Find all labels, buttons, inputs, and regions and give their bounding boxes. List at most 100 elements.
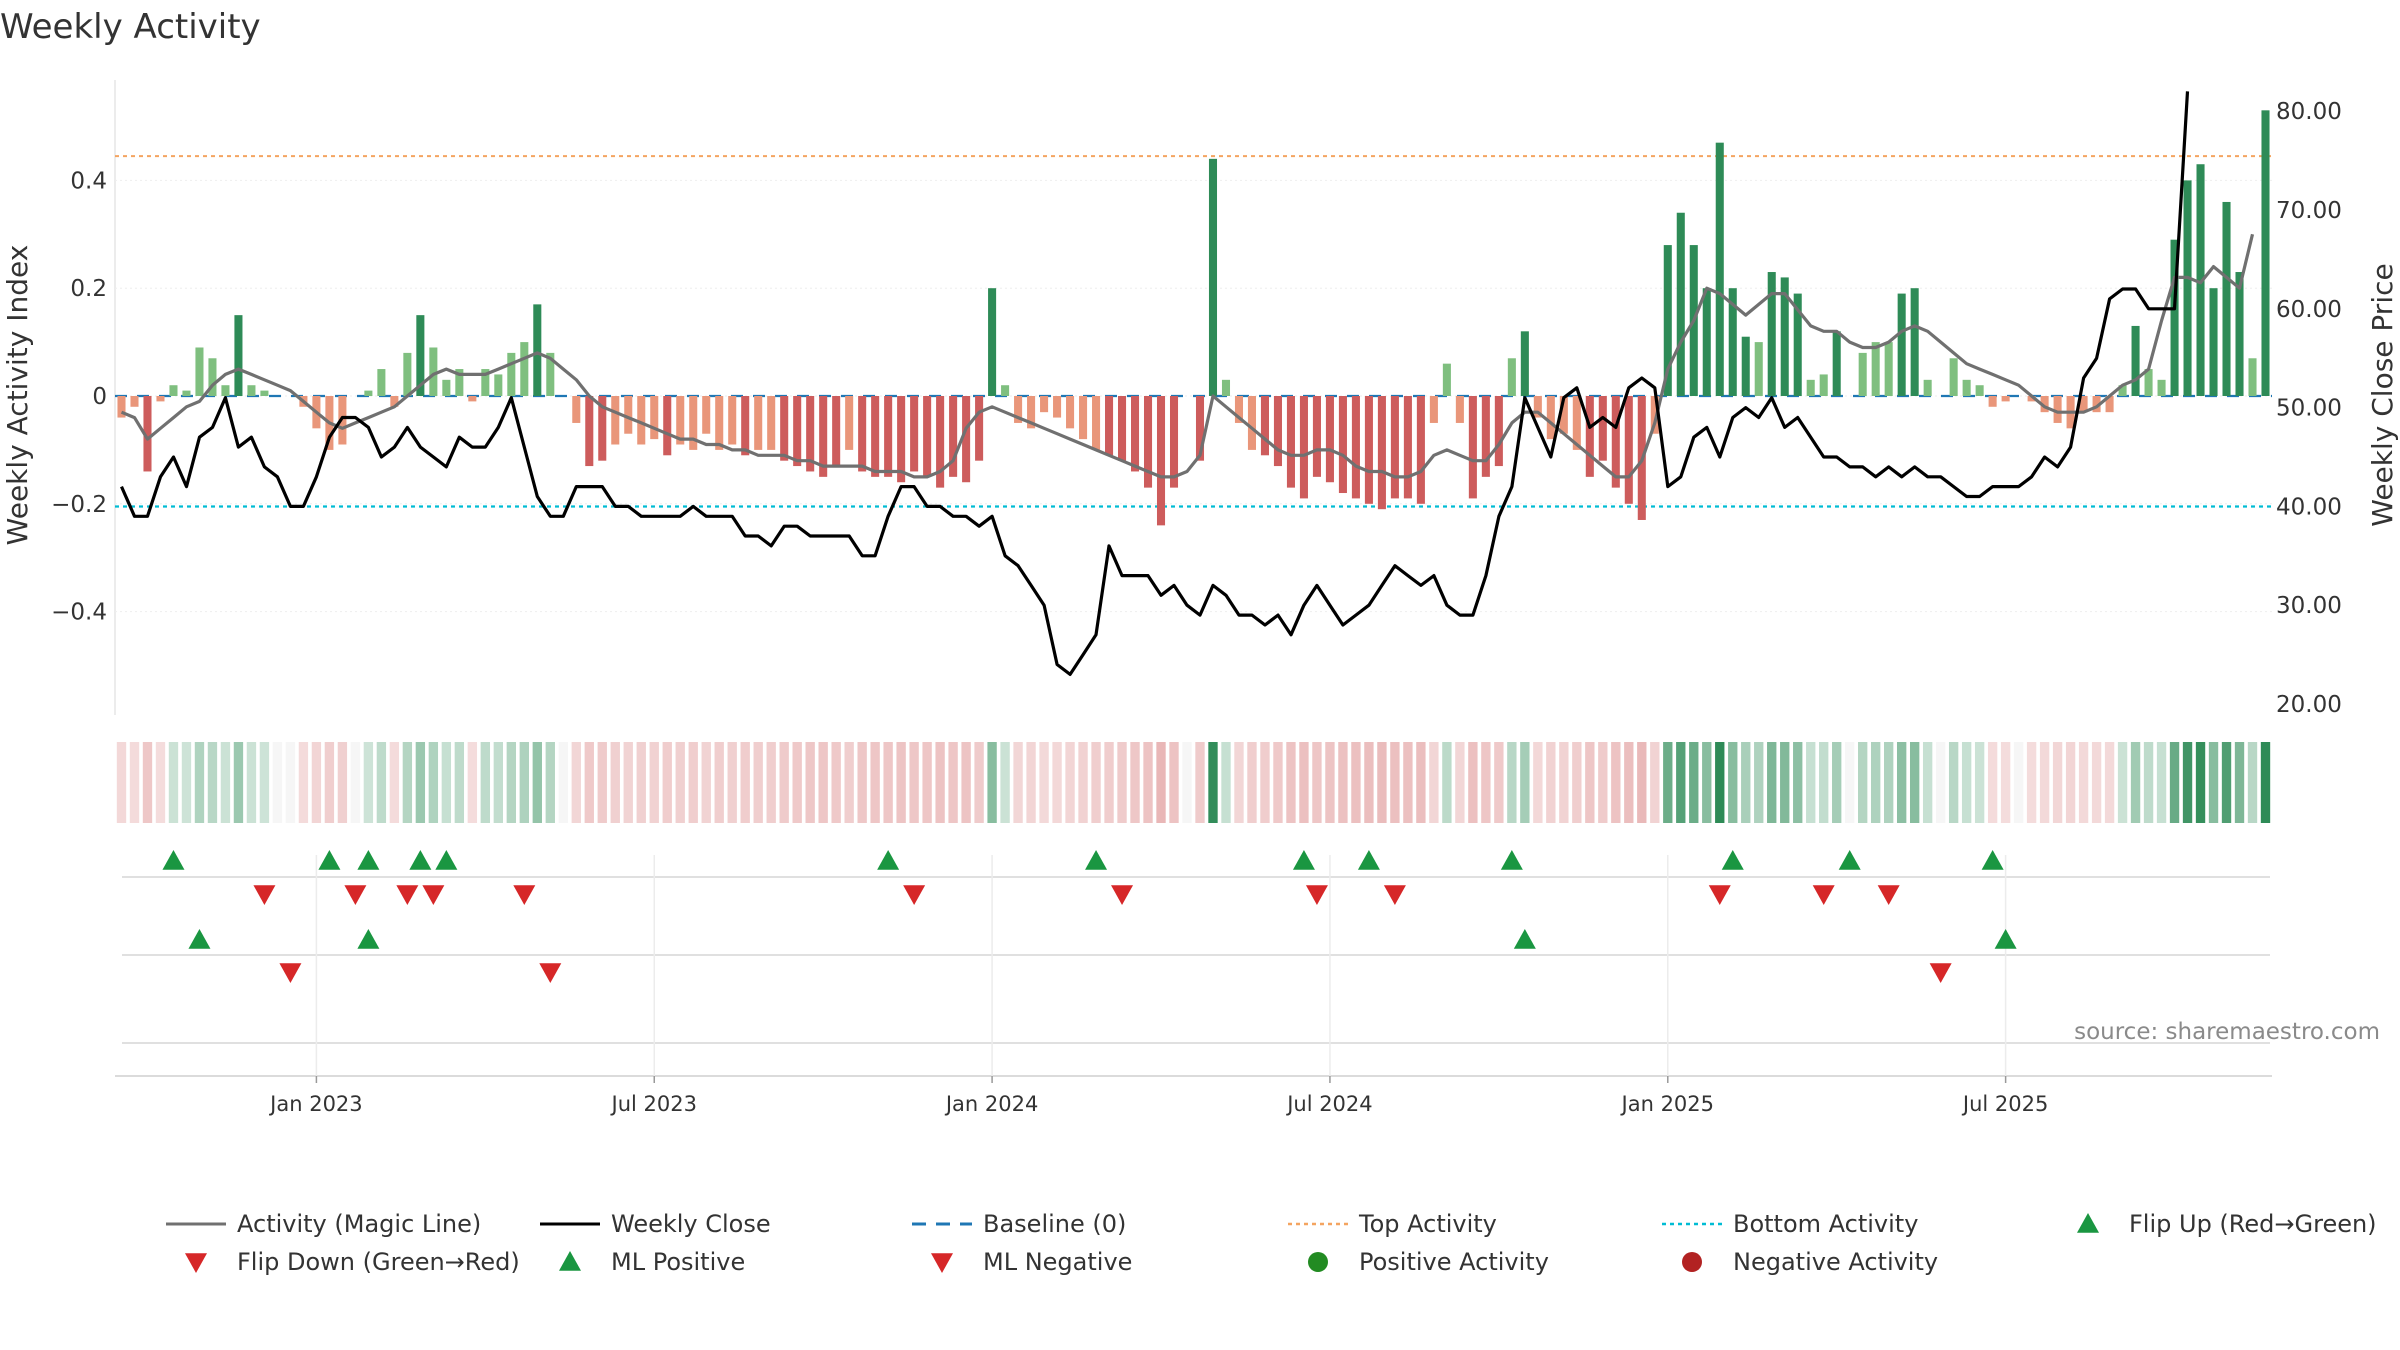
activity-bar bbox=[2040, 396, 2049, 413]
strip-cell bbox=[441, 742, 452, 823]
strip-cell bbox=[2234, 742, 2245, 823]
source-note: source: sharemaestro.com bbox=[2074, 1019, 2380, 1045]
activity-bar bbox=[1611, 396, 1620, 488]
activity-bar bbox=[1325, 396, 1334, 483]
weekly-close-line bbox=[120, 91, 2190, 677]
strip-cell bbox=[2208, 742, 2219, 823]
strip-cell bbox=[1767, 742, 1777, 823]
y-tick-label: −0.2 bbox=[51, 492, 107, 518]
strip-cell bbox=[1585, 742, 1595, 823]
strip-cell bbox=[519, 742, 529, 823]
strip-cell bbox=[1182, 742, 1192, 823]
activity-bar bbox=[1806, 379, 1815, 396]
activity-bar bbox=[2105, 396, 2114, 413]
activity-bar bbox=[507, 352, 516, 396]
activity-bar bbox=[1195, 396, 1205, 461]
activity-bar bbox=[2222, 201, 2231, 396]
activity-bar bbox=[2196, 164, 2205, 396]
flip-up-marker bbox=[357, 850, 380, 870]
activity-bar bbox=[1949, 358, 1958, 396]
strip-cell bbox=[1507, 742, 1517, 823]
strip-cell bbox=[2195, 742, 2206, 823]
strip-cell bbox=[142, 742, 153, 823]
activity-bar bbox=[364, 390, 373, 396]
activity-bar bbox=[754, 396, 763, 450]
activity-bar bbox=[1208, 158, 1218, 396]
strip-cell bbox=[636, 742, 646, 823]
strip-cell bbox=[1000, 742, 1010, 823]
activity-bar bbox=[1338, 396, 1347, 494]
strip-cell bbox=[1793, 742, 1803, 823]
flip-down-marker bbox=[1111, 885, 1134, 905]
strip-cell bbox=[129, 742, 140, 823]
strip-cell bbox=[1974, 742, 1985, 823]
strip-cell bbox=[1650, 742, 1660, 823]
strip-cell bbox=[1689, 742, 1699, 823]
activity-bar bbox=[832, 396, 841, 467]
strip-cell bbox=[1845, 742, 1855, 823]
strip-cell bbox=[1715, 742, 1725, 823]
flip-up-marker bbox=[318, 850, 341, 870]
activity-bar bbox=[1286, 396, 1295, 488]
strip-cell bbox=[1130, 742, 1140, 823]
activity-bar bbox=[1105, 396, 1114, 456]
strip-cell bbox=[1312, 742, 1322, 823]
strip-cell bbox=[675, 742, 685, 823]
flip-down-marker bbox=[1877, 885, 1900, 905]
activity-bar bbox=[1455, 396, 1464, 423]
activity-bar bbox=[1040, 396, 1049, 413]
activity-bar bbox=[637, 396, 646, 445]
strip-cell bbox=[1611, 742, 1621, 823]
strip-cell bbox=[1065, 742, 1075, 823]
activity-bar bbox=[2183, 180, 2192, 396]
y-tick-label: 0.4 bbox=[70, 168, 107, 194]
strip-cell bbox=[2078, 742, 2089, 823]
ml-positive-marker bbox=[357, 929, 380, 949]
activity-bar bbox=[858, 396, 867, 472]
strip-cell bbox=[909, 742, 919, 823]
strip-cell bbox=[1676, 742, 1686, 823]
strip-cell bbox=[597, 742, 607, 823]
strip-cell bbox=[545, 742, 555, 823]
strip-cell bbox=[428, 742, 439, 823]
strip-cell bbox=[2000, 742, 2011, 823]
activity-bar bbox=[2170, 239, 2179, 396]
activity-bar bbox=[377, 369, 386, 396]
strip-cell bbox=[2169, 742, 2180, 823]
strip-cell bbox=[1091, 742, 1101, 823]
y2-tick-label: 50.00 bbox=[2276, 396, 2342, 422]
strip-cell bbox=[1416, 742, 1426, 823]
activity-bar bbox=[1053, 396, 1062, 418]
strip-cell bbox=[948, 742, 958, 823]
activity-bar bbox=[1624, 396, 1633, 504]
strip-cell bbox=[1624, 742, 1634, 823]
strip-cell bbox=[2065, 742, 2076, 823]
strip-cell bbox=[1104, 742, 1114, 823]
activity-bar bbox=[1416, 396, 1425, 504]
strip-cell bbox=[1494, 742, 1504, 823]
legend-item-posact: Positive Activity bbox=[1308, 1248, 1549, 1276]
activity-bar bbox=[1988, 396, 1997, 407]
legend-label: Negative Activity bbox=[1733, 1248, 1938, 1276]
flip-up-marker bbox=[1292, 850, 1315, 870]
activity-bar bbox=[1494, 396, 1503, 467]
strip-cell bbox=[493, 742, 504, 823]
activity-bar bbox=[1871, 342, 1880, 396]
activity-bar bbox=[676, 396, 685, 445]
activity-bar bbox=[715, 396, 724, 450]
strip-cell bbox=[1909, 742, 1920, 823]
activity-bar bbox=[1169, 396, 1179, 488]
strip-cell bbox=[532, 742, 542, 823]
activity-bar bbox=[1130, 396, 1140, 472]
strip-cell bbox=[1403, 742, 1413, 823]
activity-bar bbox=[221, 385, 230, 396]
activity-bar bbox=[598, 396, 607, 461]
strip-cell bbox=[870, 742, 880, 823]
strip-cell bbox=[1987, 742, 1998, 823]
flip-up-marker bbox=[435, 850, 458, 870]
strip-cell bbox=[1325, 742, 1335, 823]
strip-cell bbox=[974, 742, 984, 823]
strip-cell bbox=[2182, 742, 2193, 823]
activity-bar bbox=[2001, 396, 2010, 402]
strip-cell bbox=[805, 742, 815, 823]
